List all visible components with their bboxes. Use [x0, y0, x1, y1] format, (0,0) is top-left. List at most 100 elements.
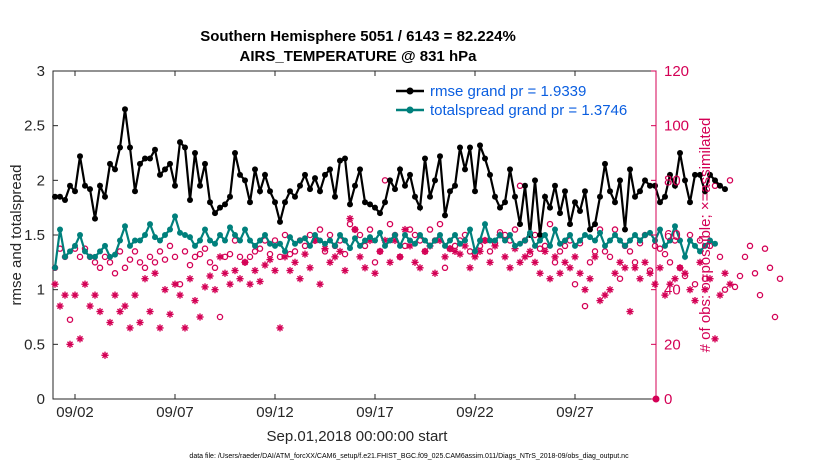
rmse-point: [207, 199, 213, 206]
obs-possible-point: [136, 259, 144, 266]
rmse-point: [302, 171, 308, 178]
totalspread-point: [432, 237, 438, 244]
totalspread-point: [502, 237, 508, 244]
rmse-point: [132, 188, 138, 195]
obs-assimilated-point: [711, 335, 719, 343]
totalspread-point: [372, 237, 378, 244]
x-tick-label: 09/07: [156, 404, 194, 421]
rmse-point: [197, 182, 203, 189]
rmse-point: [397, 166, 403, 173]
obs-possible-point: [281, 231, 289, 239]
rmse-point: [642, 177, 648, 184]
rmse-point: [447, 188, 453, 195]
obs-possible-point: [141, 264, 149, 272]
rmse-point: [547, 204, 553, 211]
obs-assimilated-point: [466, 264, 474, 272]
obs-assimilated-point: [166, 310, 174, 318]
totalspread-point: [537, 237, 543, 244]
y-right-tick-label: 40: [664, 282, 681, 299]
obs-assimilated-point: [296, 275, 304, 283]
obs-assimilated-point: [231, 266, 239, 275]
totalspread-point: [612, 232, 618, 238]
obs-assimilated-point: [611, 269, 619, 277]
obs-assimilated-point: [491, 242, 499, 250]
obs-assimilated-point: [616, 258, 624, 266]
totalspread-point: [282, 248, 288, 255]
totalspread-point: [592, 237, 598, 244]
obs-possible-point: [96, 264, 104, 272]
obs-assimilated-point: [721, 269, 729, 277]
totalspread-point: [322, 240, 328, 247]
rmse-point: [492, 193, 498, 200]
totalspread-point: [662, 242, 668, 249]
obs-assimilated-point: [206, 272, 214, 280]
obs-assimilated-point: [526, 247, 534, 255]
obs-assimilated-point: [521, 253, 529, 261]
rmse-point: [362, 199, 368, 206]
rmse-point: [407, 171, 413, 178]
totalspread-point: [302, 235, 308, 242]
obs-possible-point: [536, 245, 544, 252]
totalspread-point: [67, 248, 73, 255]
totalspread-point: [647, 229, 653, 236]
rmse-point: [102, 193, 108, 200]
totalspread-point: [147, 221, 153, 228]
rmse-point: [272, 199, 278, 206]
totalspread-point: [187, 234, 193, 241]
totalspread-point: [577, 237, 583, 244]
rmse-point: [692, 171, 698, 178]
obs-possible-point: [116, 248, 124, 255]
totalspread-point: [357, 242, 363, 249]
totalspread-point: [462, 237, 468, 244]
rmse-point: [577, 207, 583, 214]
rmse-point: [282, 199, 288, 206]
obs-assimilated-point: [651, 280, 659, 288]
totalspread-point: [427, 242, 433, 249]
obs-assimilated-point: [186, 275, 194, 283]
obs-assimilated-point: [516, 258, 524, 266]
obs-assimilated-point: [686, 286, 694, 294]
obs-assimilated-point: [396, 253, 404, 261]
rmse-point: [237, 171, 243, 178]
totalspread-point: [632, 232, 638, 238]
obs-assimilated-point: [216, 253, 224, 261]
rmse-point: [592, 221, 598, 228]
obs-possible-point: [246, 253, 254, 261]
rmse-point: [687, 199, 693, 206]
totalspread-point: [707, 237, 713, 244]
obs-possible-point: [556, 248, 564, 255]
obs-assimilated-point: [61, 291, 69, 299]
rmse-point: [712, 177, 718, 184]
obs-assimilated-point: [196, 313, 204, 321]
obs-assimilated-point: [66, 340, 74, 348]
obs-possible-point: [341, 250, 349, 258]
totalspread-point: [407, 237, 413, 244]
x-tick-label: 09/27: [556, 404, 594, 421]
rmse-point: [457, 144, 463, 151]
obs-assimilated-point: [586, 275, 594, 283]
totalspread-point: [397, 242, 403, 249]
obs-assimilated-point: [456, 250, 464, 258]
obs-assimilated-point: [351, 225, 359, 234]
rmse-point: [567, 221, 573, 228]
obs-possible-point: [111, 270, 119, 277]
rmse-point: [487, 171, 493, 178]
totalspread-point: [342, 237, 348, 244]
obs-assimilated-point: [656, 264, 664, 272]
rmse-point: [417, 204, 423, 211]
obs-assimilated-point: [251, 266, 259, 275]
legend-rmse-label: rmse grand pr = 1.9339: [430, 83, 586, 100]
rmse-point: [562, 188, 568, 195]
totalspread-point: [512, 242, 518, 249]
y-right-tick-label: 100: [664, 118, 689, 135]
y-right-tick-label: 20: [664, 336, 681, 353]
rmse-point: [257, 188, 263, 195]
obs-possible-point: [286, 250, 294, 258]
obs-assimilated-point: [341, 266, 349, 275]
totalspread-point: [272, 242, 278, 249]
footer-data-file: data file: /Users/raeder/DAI/ATM_forcXX/…: [189, 453, 629, 460]
rmse-point: [507, 166, 513, 173]
rmse-point: [622, 226, 628, 233]
obs-assimilated-point: [316, 280, 324, 288]
rmse-point: [297, 182, 303, 189]
